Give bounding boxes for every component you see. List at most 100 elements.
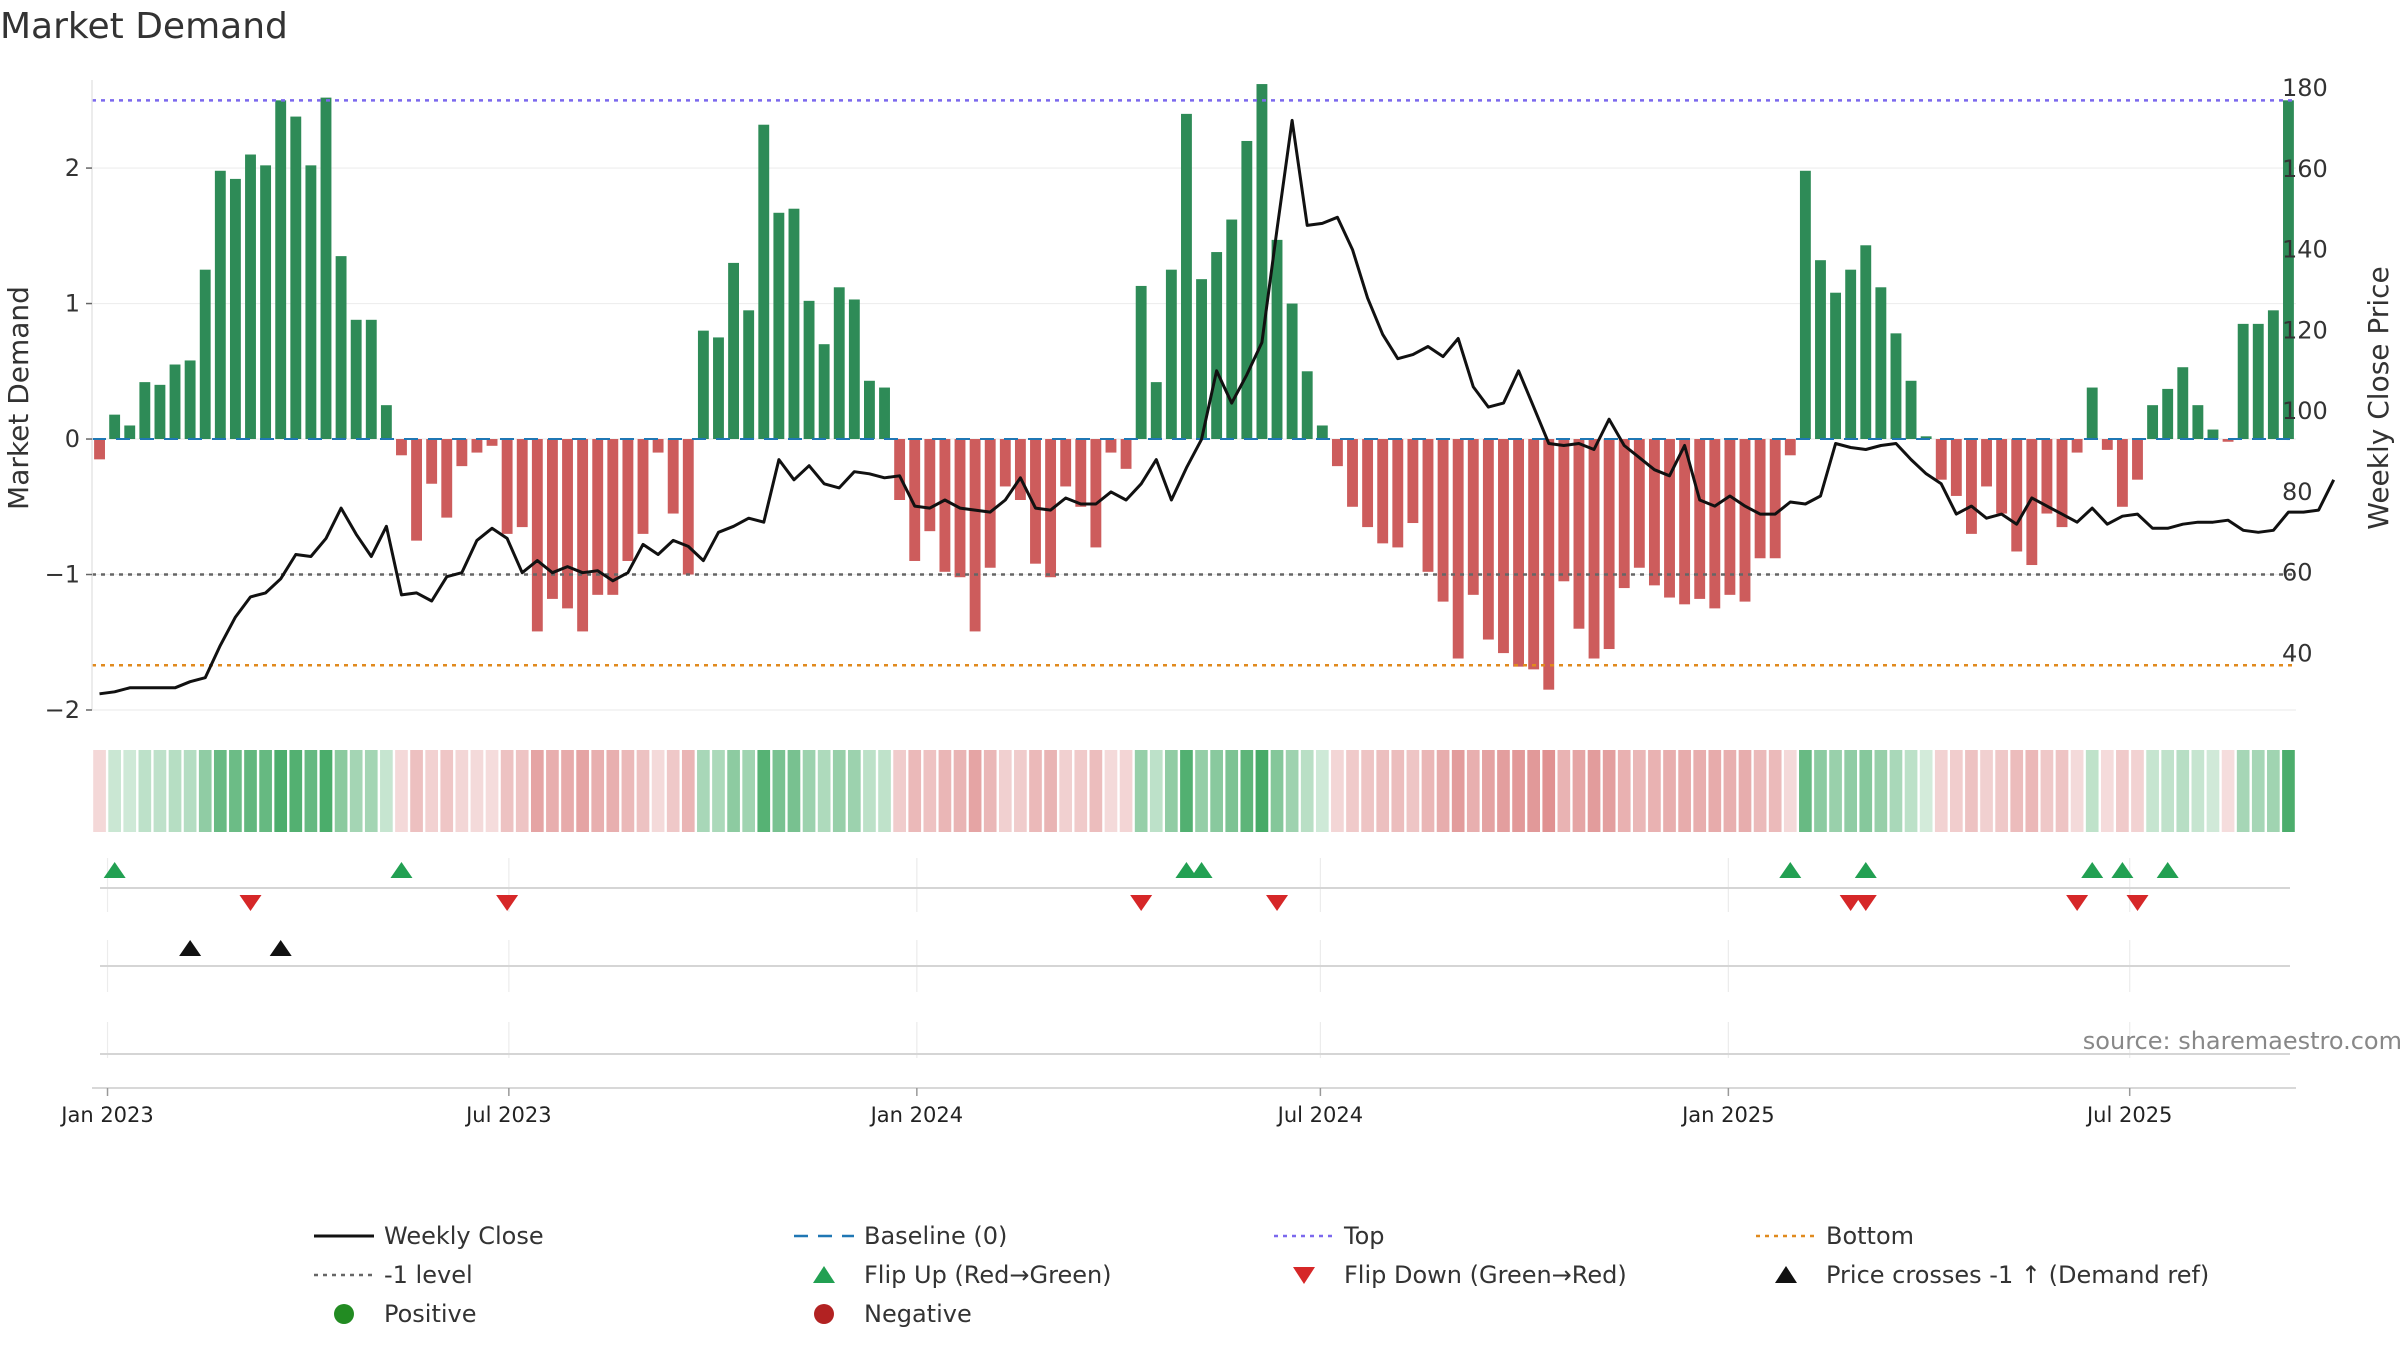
negative-bar — [2071, 439, 2083, 453]
heat-cell — [1300, 750, 1314, 832]
flip-down-marker — [2126, 895, 2149, 911]
legend-label: Flip Up (Red→Green) — [864, 1261, 1112, 1289]
y2-tick-label: 160 — [2282, 155, 2328, 183]
positive-bar — [2252, 323, 2264, 440]
heat-cell — [1346, 750, 1359, 832]
heat-cell — [968, 750, 982, 832]
negative-bar — [1648, 439, 1660, 586]
negative-bar — [1709, 439, 1721, 609]
heat-cell — [576, 750, 589, 832]
heat-cell — [380, 750, 393, 832]
heat-cell — [546, 750, 559, 832]
heat-cell — [2146, 750, 2159, 832]
positive-bar — [1920, 436, 1932, 440]
legend-swatch — [814, 1304, 834, 1324]
flip-down-marker — [1266, 895, 1289, 911]
legend-swatch — [1293, 1267, 1315, 1284]
heat-cell — [93, 750, 106, 832]
positive-bar — [833, 287, 845, 440]
heat-cell — [1723, 750, 1737, 832]
heat-cell — [2070, 750, 2084, 832]
heat-cell — [681, 750, 695, 832]
legend-item: Positive — [334, 1300, 477, 1328]
y-tick-label: 1 — [65, 290, 80, 318]
y2-tick-label: 100 — [2282, 397, 2328, 425]
heat-cell — [938, 750, 952, 832]
y2-tick-label: 40 — [2282, 639, 2313, 667]
positive-bar — [139, 382, 151, 440]
heat-cell — [2161, 750, 2175, 832]
heat-cell — [591, 750, 605, 832]
heat-cell — [1270, 750, 1284, 832]
y2-tick-label: 140 — [2282, 236, 2328, 264]
negative-bar — [1060, 439, 1072, 487]
positive-bar — [2267, 310, 2279, 440]
heat-cell — [561, 750, 574, 832]
negative-bar — [2026, 439, 2038, 566]
legend-item: -1 level — [314, 1261, 473, 1289]
positive-bar — [818, 344, 830, 440]
flip-up-marker — [1175, 862, 1198, 878]
legend-item: Flip Up (Red→Green) — [813, 1261, 1112, 1289]
heat-cell — [998, 750, 1012, 832]
heat-cell — [1829, 750, 1842, 832]
heat-cell — [485, 750, 499, 832]
legend-swatch — [1775, 1266, 1797, 1283]
negative-bar — [1784, 439, 1796, 456]
negative-bar — [1603, 439, 1615, 650]
heat-cell — [1844, 750, 1858, 832]
heat-cell — [742, 750, 756, 832]
negative-bar — [682, 439, 694, 575]
heat-cell — [334, 750, 348, 832]
negative-bar — [607, 439, 619, 595]
heat-cell — [1482, 750, 1495, 832]
heat-cell — [1572, 750, 1586, 832]
negative-bar — [667, 439, 679, 514]
heat-cell — [123, 750, 137, 832]
flip-down-marker — [239, 895, 262, 911]
negative-bar — [1452, 439, 1464, 659]
negative-bar — [2011, 439, 2023, 552]
negative-bar — [456, 439, 468, 467]
heat-cell — [1799, 750, 1812, 832]
heat-cell — [319, 750, 333, 832]
positive-bar — [879, 387, 890, 440]
positive-bar — [864, 380, 875, 440]
negative-bar — [1558, 439, 1570, 582]
y2-tick-label: 120 — [2282, 316, 2328, 344]
heat-cell — [727, 750, 740, 832]
positive-bar — [1905, 380, 1917, 440]
heat-cell — [1950, 750, 1963, 832]
heat-cell — [213, 750, 227, 832]
heat-cell — [1783, 750, 1797, 832]
heat-cell — [108, 750, 121, 832]
heat-cell — [1768, 750, 1782, 832]
heat-cell — [2040, 750, 2054, 832]
heat-cell — [1663, 750, 1676, 832]
heat-cell — [697, 750, 710, 832]
positive-bar — [1165, 269, 1177, 440]
y2-tick-label: 60 — [2282, 559, 2313, 587]
heat-cell — [802, 750, 816, 832]
heat-cell — [1904, 750, 1918, 832]
negative-bar — [531, 439, 543, 632]
heat-cell — [1557, 750, 1571, 832]
negative-bar — [592, 439, 604, 595]
negative-bar — [1664, 439, 1675, 598]
negative-bar — [1377, 439, 1389, 544]
heat-cell — [1889, 750, 1903, 832]
demand-heat-strip — [93, 750, 2295, 832]
positive-bar — [697, 330, 709, 440]
positive-bar — [260, 165, 272, 440]
heat-cell — [153, 750, 167, 832]
flip-down-marker — [496, 895, 519, 911]
negative-bar — [1498, 439, 1509, 654]
legend-item: Negative — [814, 1300, 972, 1328]
positive-bar — [305, 165, 317, 440]
chart-title: Market Demand — [0, 6, 288, 47]
positive-bar — [1890, 333, 1902, 440]
legend-label: Price crosses -1 ↑ (Demand ref) — [1826, 1261, 2209, 1289]
heat-cell — [1240, 750, 1254, 832]
price-cross-marker — [269, 940, 292, 956]
heat-cell — [893, 750, 906, 832]
